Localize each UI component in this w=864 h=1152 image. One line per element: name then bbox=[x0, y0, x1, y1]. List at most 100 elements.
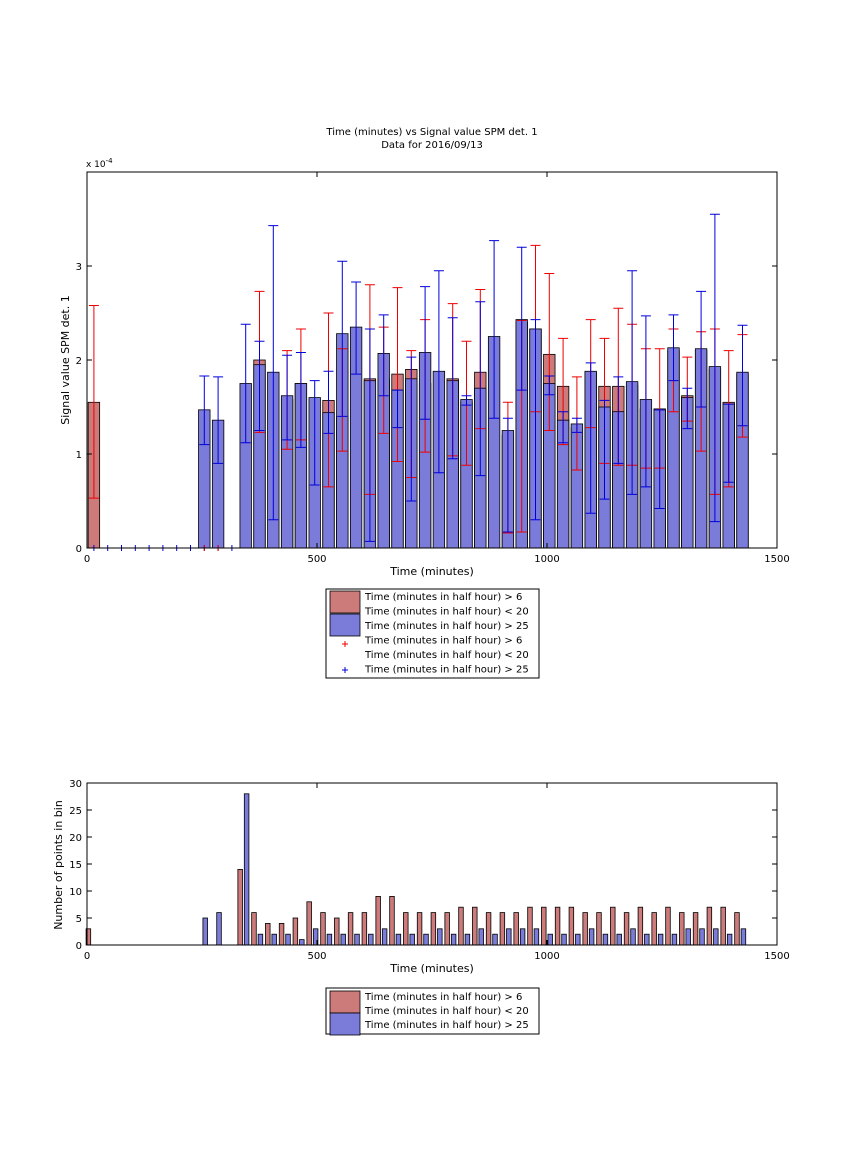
count-x-tick-label: 500 bbox=[307, 951, 326, 962]
signal-error-bar-blue bbox=[461, 395, 472, 406]
count-bar-red bbox=[334, 917, 340, 946]
signal-chart-exponent: x 10-4 bbox=[86, 157, 113, 170]
signal-error-bar-blue bbox=[516, 246, 527, 391]
signal-error-bar-blue bbox=[268, 225, 279, 521]
signal-error-bar-blue bbox=[392, 389, 403, 429]
signal-legend-marker-blue bbox=[342, 667, 348, 673]
count-bar-blue bbox=[588, 928, 595, 946]
count-bar-red bbox=[416, 912, 423, 946]
count-bar-red bbox=[720, 906, 726, 946]
count-chart-y-label: Number of points in bin bbox=[52, 800, 65, 930]
count-chart-x-ticks: 0 500 1000 1500 bbox=[84, 783, 790, 962]
signal-error-bar-blue bbox=[502, 417, 513, 533]
count-bar-red bbox=[734, 912, 740, 946]
count-bar-blue bbox=[616, 933, 622, 946]
count-bar-red bbox=[444, 912, 450, 946]
count-bar-blue bbox=[492, 933, 498, 946]
count-bar-blue bbox=[519, 928, 526, 946]
signal-error-bar-blue bbox=[585, 362, 596, 514]
count-legend-label: Time (minutes in half hour) > 25 bbox=[364, 1020, 529, 1031]
count-bar-blue bbox=[685, 928, 691, 946]
signal-legend-label: Time (minutes in half hour) > 6 bbox=[364, 592, 522, 603]
signal-chart-bars bbox=[87, 319, 749, 549]
count-bar-red bbox=[610, 906, 616, 946]
signal-error-bar-blue bbox=[406, 356, 417, 502]
signal-chart-x-label: Time (minutes) bbox=[389, 565, 474, 578]
count-bar-red bbox=[692, 912, 699, 946]
count-bar-red bbox=[527, 906, 533, 946]
count-legend-swatch-red bbox=[329, 990, 361, 1014]
count-chart-legend: Time (minutes in half hour) > 6 Time (min… bbox=[325, 987, 540, 1036]
count-bar-blue bbox=[202, 917, 208, 946]
signal-error-bar-blue bbox=[447, 317, 458, 460]
count-bar-blue bbox=[740, 928, 747, 946]
count-bar-blue bbox=[271, 933, 277, 946]
count-bar-blue bbox=[644, 933, 650, 946]
signal-error-bar-blue bbox=[668, 314, 679, 382]
count-chart-bars bbox=[85, 793, 747, 946]
signal-error-bar-red bbox=[544, 273, 555, 431]
count-bar-blue bbox=[395, 933, 402, 946]
count-bar-blue bbox=[340, 933, 346, 946]
signal-error-bar-red bbox=[88, 304, 99, 499]
count-bar-red bbox=[472, 906, 478, 946]
signal-legend-swatch-blue bbox=[329, 613, 361, 637]
count-bar-red bbox=[568, 906, 575, 946]
count-chart-x-label: Time (minutes) bbox=[389, 962, 474, 975]
count-bar-red bbox=[706, 906, 713, 946]
count-bar-red bbox=[596, 912, 602, 946]
count-bar-blue bbox=[657, 933, 664, 946]
count-bar-blue bbox=[243, 793, 250, 946]
signal-error-bar-blue bbox=[723, 403, 734, 483]
count-bar-red bbox=[679, 912, 685, 946]
count-bar-blue bbox=[533, 928, 540, 946]
signal-y-tick-label: 2 bbox=[76, 356, 82, 367]
count-bar-blue bbox=[326, 933, 333, 946]
count-y-tick-label: 30 bbox=[69, 779, 82, 790]
count-bar-blue bbox=[354, 933, 360, 946]
count-bar-blue bbox=[726, 933, 733, 946]
signal-legend-label: Time (minutes in half hour) > 6 bbox=[364, 636, 522, 647]
count-bar-red bbox=[458, 906, 464, 946]
count-x-tick-label: 1000 bbox=[534, 951, 559, 962]
signal-chart-subtitle: Data for 2016/09/13 bbox=[381, 140, 483, 151]
signal-legend-label: Time (minutes in half hour) > 25 bbox=[364, 621, 529, 632]
count-y-tick-label: 15 bbox=[69, 860, 82, 871]
signal-error-bar-blue bbox=[709, 213, 720, 523]
count-bar-blue bbox=[437, 928, 443, 946]
count-bar-blue bbox=[547, 933, 553, 946]
signal-x-tick-label: 0 bbox=[84, 554, 90, 565]
count-bar-red bbox=[237, 869, 243, 946]
signal-chart-y-label: Signal value SPM det. 1 bbox=[59, 295, 72, 425]
signal-error-bar-blue bbox=[213, 376, 224, 464]
count-bar-blue bbox=[299, 939, 305, 946]
count-legend-label: Time (minutes in half hour) < 20 bbox=[364, 1006, 529, 1017]
count-bar-blue bbox=[216, 912, 222, 946]
signal-legend-swatch-red bbox=[329, 590, 361, 614]
count-y-tick-label: 20 bbox=[69, 833, 82, 844]
signal-error-bar-blue bbox=[240, 323, 251, 444]
signal-error-bar-blue bbox=[640, 315, 651, 488]
count-bar-red bbox=[306, 901, 312, 946]
count-bar-blue bbox=[602, 933, 609, 946]
signal-legend-label: Time (minutes in half hour) < 20 bbox=[364, 607, 529, 618]
signal-error-bar-blue bbox=[475, 301, 486, 477]
signal-x-tick-label: 1000 bbox=[534, 554, 559, 565]
signal-chart-y-ticks: 0 1 2 3 bbox=[76, 262, 777, 555]
signal-error-bar-blue bbox=[323, 370, 334, 434]
signal-error-bar-blue bbox=[420, 286, 431, 420]
signal-chart-legend: Time (minutes in half hour) > 6 Time (min… bbox=[325, 588, 540, 679]
count-legend-label: Time (minutes in half hour) > 6 bbox=[364, 992, 522, 1003]
signal-error-bar-blue bbox=[682, 387, 693, 430]
count-bar-red bbox=[499, 912, 506, 946]
signal-error-bar-blue bbox=[530, 319, 541, 521]
signal-y-tick-label: 0 bbox=[76, 544, 82, 555]
count-bar-red bbox=[651, 912, 657, 946]
count-bar-red bbox=[265, 923, 271, 946]
signal-chart-x-ticks: 0 500 1000 1500 bbox=[84, 172, 790, 565]
count-bar-blue bbox=[506, 928, 512, 946]
signal-error-bar-blue bbox=[351, 281, 362, 375]
signal-error-bar-blue bbox=[599, 399, 610, 500]
count-y-tick-label: 0 bbox=[76, 941, 82, 952]
count-x-tick-label: 0 bbox=[84, 951, 90, 962]
